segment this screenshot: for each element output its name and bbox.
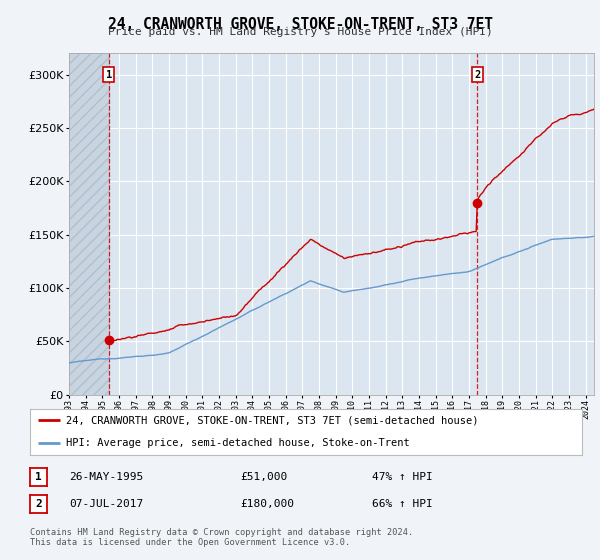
Text: HPI: Average price, semi-detached house, Stoke-on-Trent: HPI: Average price, semi-detached house,…: [66, 438, 410, 448]
Text: 66% ↑ HPI: 66% ↑ HPI: [372, 499, 433, 509]
Text: 1: 1: [35, 472, 42, 482]
Text: 24, CRANWORTH GROVE, STOKE-ON-TRENT, ST3 7ET (semi-detached house): 24, CRANWORTH GROVE, STOKE-ON-TRENT, ST3…: [66, 416, 478, 425]
Text: Price paid vs. HM Land Registry's House Price Index (HPI): Price paid vs. HM Land Registry's House …: [107, 27, 493, 38]
Text: 07-JUL-2017: 07-JUL-2017: [69, 499, 143, 509]
Text: 1: 1: [106, 69, 112, 80]
Text: £180,000: £180,000: [240, 499, 294, 509]
Text: Contains HM Land Registry data © Crown copyright and database right 2024.
This d: Contains HM Land Registry data © Crown c…: [30, 528, 413, 547]
Text: 2: 2: [35, 499, 42, 509]
Bar: [69, 53, 109, 395]
Text: £51,000: £51,000: [240, 472, 287, 482]
Text: 2: 2: [474, 69, 481, 80]
Text: 26-MAY-1995: 26-MAY-1995: [69, 472, 143, 482]
Text: 24, CRANWORTH GROVE, STOKE-ON-TRENT, ST3 7ET: 24, CRANWORTH GROVE, STOKE-ON-TRENT, ST3…: [107, 17, 493, 32]
Text: 47% ↑ HPI: 47% ↑ HPI: [372, 472, 433, 482]
